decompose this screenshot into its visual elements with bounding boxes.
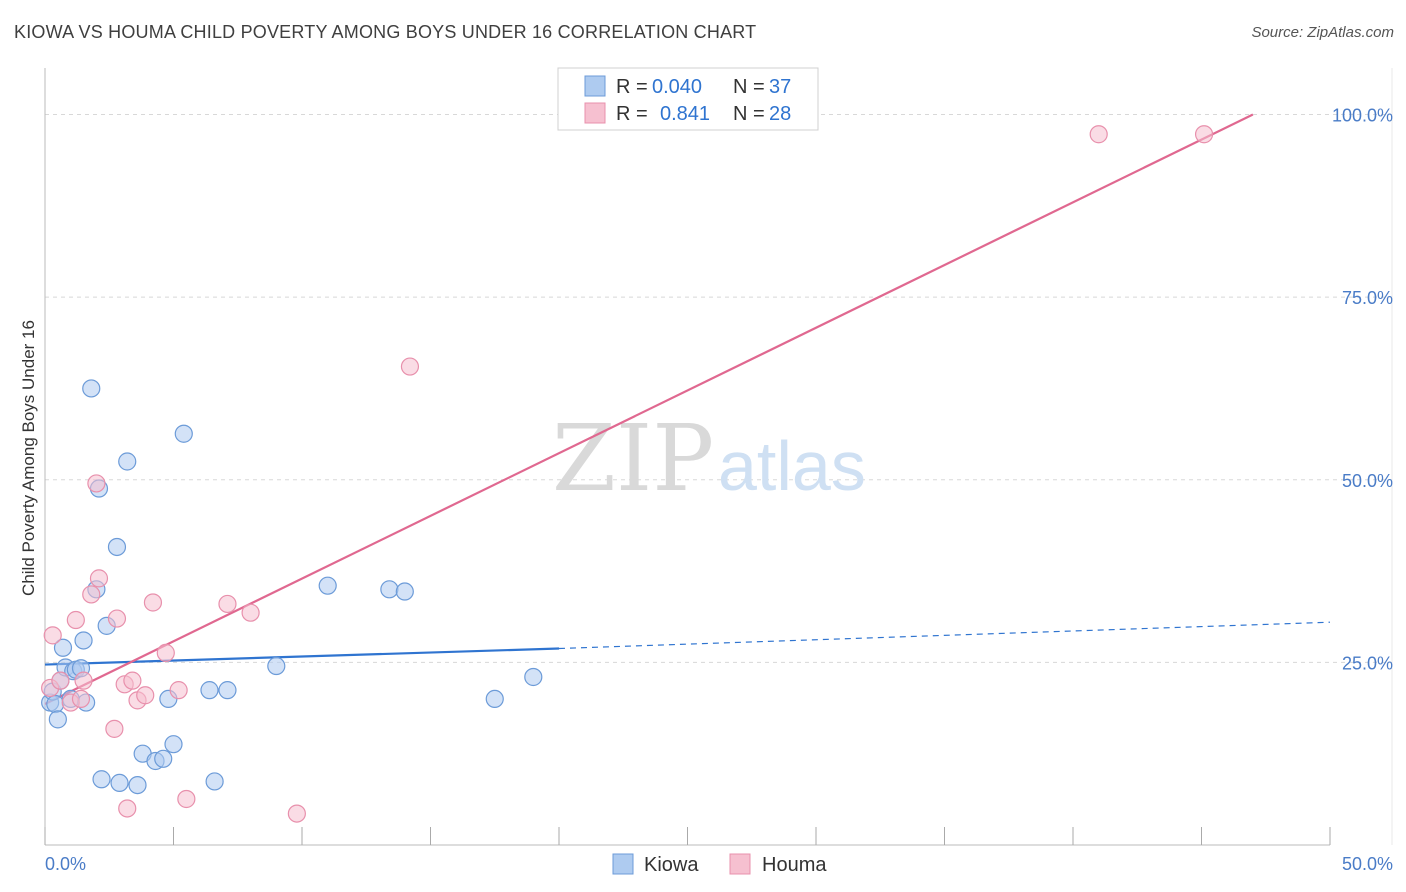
legend-houma-swatch — [584, 102, 606, 124]
kiowa-point — [174, 424, 193, 443]
houma-point — [136, 686, 155, 705]
tick-labels: 25.0% 50.0% 75.0% 100.0% 0.0% 50.0% — [45, 106, 1393, 874]
houma-point — [169, 681, 188, 700]
houma-point — [105, 719, 124, 738]
houma-point — [51, 671, 70, 690]
kiowa-point — [128, 776, 147, 795]
legend-bottom-kiowa-swatch — [612, 853, 634, 875]
houma-point — [123, 671, 142, 690]
kiowa-point — [164, 735, 183, 754]
legend-bottom-houma-swatch — [729, 853, 751, 875]
legend-houma-n-label: N = — [733, 103, 765, 125]
houma-point — [89, 569, 109, 588]
kiowa-point — [110, 773, 129, 793]
kiowa-trend-extension — [558, 621, 1331, 650]
houma-trend-line — [44, 113, 1254, 706]
legend-kiowa-swatch — [584, 75, 606, 97]
houma-point — [400, 357, 420, 376]
legend-bottom-kiowa-label: Kiowa — [644, 854, 699, 876]
y-tick-label: 75.0% — [1342, 288, 1393, 308]
houma-point — [74, 671, 93, 690]
houma-point — [143, 593, 163, 612]
kiowa-point — [524, 667, 543, 687]
houma-point — [107, 609, 127, 628]
houma-point — [1194, 125, 1214, 144]
kiowa-point — [218, 681, 237, 700]
kiowa-point — [48, 710, 67, 729]
kiowa-point — [92, 770, 111, 789]
chart-title: KIOWA VS HOUMA CHILD POVERTY AMONG BOYS … — [14, 22, 757, 42]
legend-series: Kiowa Houma — [612, 853, 827, 876]
y-tick-label: 100.0% — [1332, 106, 1393, 126]
kiowa-point — [267, 656, 286, 676]
kiowa-point — [53, 638, 73, 657]
kiowa-point — [82, 379, 101, 398]
grid-lines — [45, 114, 1392, 663]
kiowa-point — [395, 582, 414, 601]
kiowa-point — [46, 694, 65, 714]
x-tick-label: 50.0% — [1342, 854, 1393, 874]
y-tick-label: 25.0% — [1342, 653, 1393, 673]
y-tick-label: 50.0% — [1342, 471, 1393, 491]
legend-bottom-houma-label: Houma — [762, 854, 827, 876]
watermark-atlas: atlas — [718, 427, 866, 505]
houma-point — [156, 643, 175, 662]
y-axis-label: Child Poverty Among Boys Under 16 — [19, 320, 38, 596]
houma-point — [218, 594, 237, 614]
houma-point — [177, 789, 196, 809]
legend-houma-r-label: R = — [616, 103, 648, 125]
houma-point — [241, 603, 260, 622]
source-label: Source: ZipAtlas.com — [1251, 24, 1394, 41]
x-tick-label: 0.0% — [45, 854, 86, 874]
houma-point — [118, 799, 137, 818]
kiowa-point — [154, 749, 173, 768]
kiowa-point — [200, 681, 219, 700]
houma-point — [71, 689, 91, 709]
kiowa-point — [205, 772, 224, 791]
legend-houma-r-value: 0.841 — [660, 103, 710, 125]
houma-point — [1089, 125, 1108, 144]
kiowa-point — [74, 631, 93, 650]
legend-stats: R = 0.040 N = 37 R = 0.841 N = 28 — [557, 67, 819, 131]
kiowa-point — [318, 576, 337, 595]
houma-point — [287, 804, 306, 823]
legend-kiowa-n-value: 37 — [769, 76, 791, 98]
kiowa-point — [485, 689, 504, 709]
houma-point — [87, 474, 106, 493]
houma-point — [82, 585, 101, 604]
legend-kiowa-n-label: N = — [733, 76, 765, 98]
kiowa-point — [107, 537, 127, 557]
data-points — [41, 125, 1214, 823]
houma-point — [43, 626, 62, 645]
watermark-zip: ZIP — [552, 405, 714, 512]
axes — [44, 68, 1393, 846]
kiowa-point — [380, 580, 399, 599]
houma-point — [66, 610, 85, 630]
legend-houma-n-value: 28 — [769, 103, 791, 125]
watermark: ZIP atlas — [552, 405, 866, 512]
kiowa-point — [118, 452, 137, 471]
legend-kiowa-r-label: R = — [616, 76, 648, 98]
legend-kiowa-r-value: 0.040 — [652, 76, 702, 98]
